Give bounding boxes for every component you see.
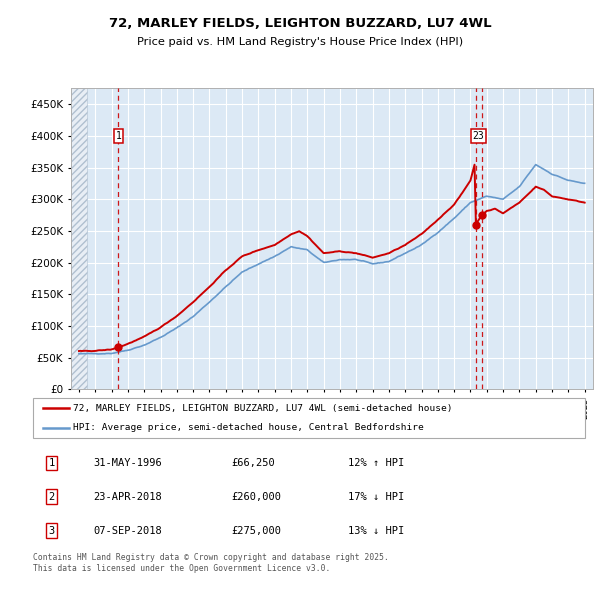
Text: 72, MARLEY FIELDS, LEIGHTON BUZZARD, LU7 4WL (semi-detached house): 72, MARLEY FIELDS, LEIGHTON BUZZARD, LU7… [73, 404, 453, 413]
Text: 23: 23 [473, 131, 484, 141]
Text: 23-APR-2018: 23-APR-2018 [94, 492, 163, 502]
Text: Price paid vs. HM Land Registry's House Price Index (HPI): Price paid vs. HM Land Registry's House … [137, 37, 463, 47]
Text: 72, MARLEY FIELDS, LEIGHTON BUZZARD, LU7 4WL: 72, MARLEY FIELDS, LEIGHTON BUZZARD, LU7… [109, 17, 491, 30]
Text: 1: 1 [49, 458, 55, 468]
Text: £260,000: £260,000 [232, 492, 282, 502]
FancyBboxPatch shape [33, 398, 585, 438]
Text: HPI: Average price, semi-detached house, Central Bedfordshire: HPI: Average price, semi-detached house,… [73, 423, 424, 432]
Text: 2: 2 [49, 492, 55, 502]
Text: 1: 1 [115, 131, 121, 141]
Text: 07-SEP-2018: 07-SEP-2018 [94, 526, 163, 536]
Text: £275,000: £275,000 [232, 526, 282, 536]
Text: £66,250: £66,250 [232, 458, 275, 468]
Text: 17% ↓ HPI: 17% ↓ HPI [347, 492, 404, 502]
Text: Contains HM Land Registry data © Crown copyright and database right 2025.
This d: Contains HM Land Registry data © Crown c… [33, 553, 389, 573]
Text: 31-MAY-1996: 31-MAY-1996 [94, 458, 163, 468]
Text: 12% ↑ HPI: 12% ↑ HPI [347, 458, 404, 468]
Text: 3: 3 [49, 526, 55, 536]
Text: 13% ↓ HPI: 13% ↓ HPI [347, 526, 404, 536]
